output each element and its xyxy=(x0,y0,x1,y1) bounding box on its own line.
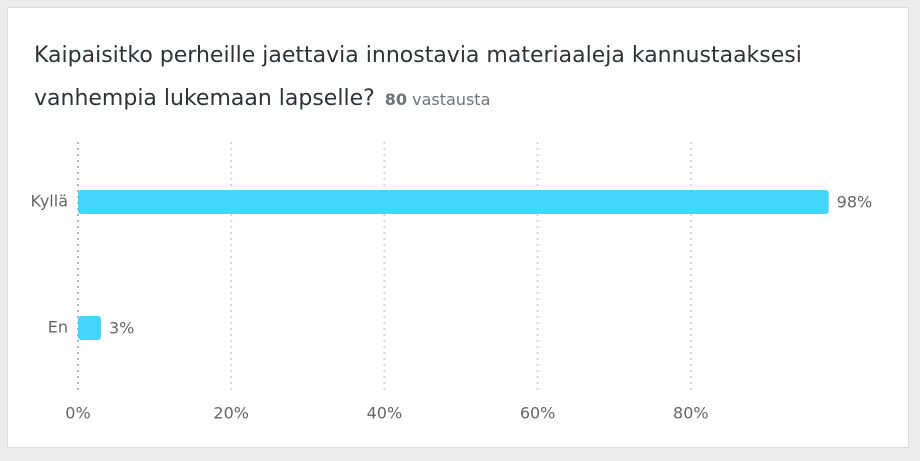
question-text: Kaipaisitko perheille jaettavia innostav… xyxy=(34,43,802,111)
responses-number: 80 xyxy=(384,90,408,109)
x-tick-label: 60% xyxy=(520,404,556,423)
bar-chart: 0% 20% 40% 60% 80% Kyllä 98% En 3% xyxy=(31,142,873,423)
x-tick-label: 40% xyxy=(367,404,403,423)
responses-label: vastausta xyxy=(412,90,491,109)
x-tick-label: 0% xyxy=(65,404,90,423)
value-label: 98% xyxy=(837,193,873,212)
bar xyxy=(78,190,829,214)
bar xyxy=(78,316,101,340)
x-tick-label: 80% xyxy=(673,404,709,423)
value-label: 3% xyxy=(109,319,134,338)
question-title: Kaipaisitko perheille jaettavia innostav… xyxy=(34,34,894,121)
question-card: Kaipaisitko perheille jaettavia innostav… xyxy=(7,7,909,448)
category-label: Kyllä xyxy=(31,192,69,211)
x-tick-label: 20% xyxy=(213,404,249,423)
category-label: En xyxy=(48,318,68,337)
responses-count: 80 vastausta xyxy=(385,90,491,109)
